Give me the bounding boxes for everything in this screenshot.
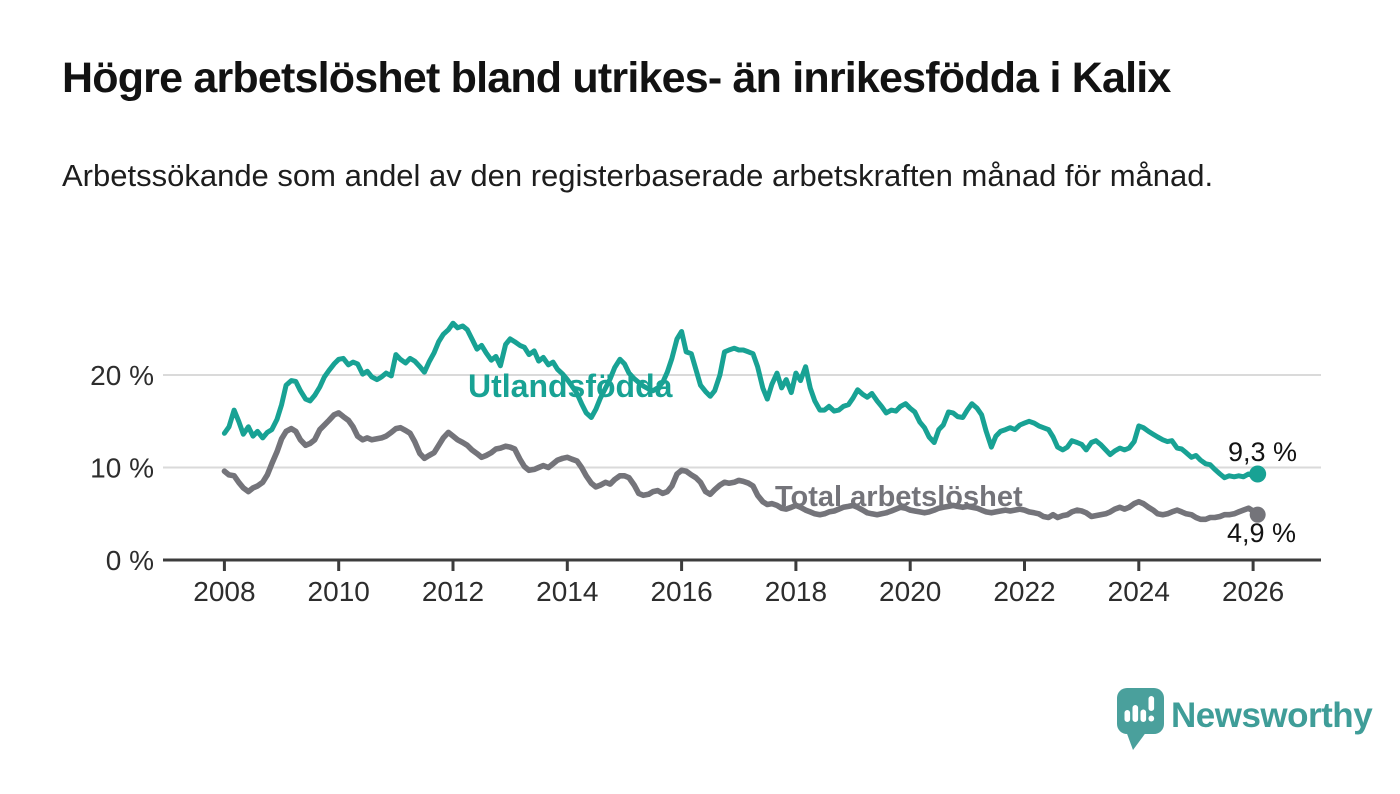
chart-annotations: Utlandsfödda 9,3 % Total arbetslöshet 4,9 % [468,368,1297,548]
y-tick-label-10: 10 % [90,453,154,484]
axes: 0 % 10 % 20 % 2008 2010 2012 2014 2016 2018 2020 2… [90,360,1321,607]
end-dot-utlandsfodda [1249,465,1267,483]
y-tick-label-0: 0 % [106,545,154,576]
x-tick-label-2010: 2010 [308,576,370,607]
end-value-label-total: 4,9 % [1227,518,1296,548]
y-tick-label-20: 20 % [90,360,154,391]
series-line-utlandsfodda [221,320,1261,481]
x-tick-label-2020: 2020 [879,576,941,607]
gridlines [163,374,1321,469]
page-subtitle: Arbetssökande som andel av den registerb… [62,158,1214,193]
newsworthy-logo-icon [1117,688,1164,750]
x-tick-label-2012: 2012 [422,576,484,607]
x-tick-label-2008: 2008 [193,576,255,607]
series-label-utlandsfodda: Utlandsfödda [468,368,673,404]
x-tick-label-2018: 2018 [765,576,827,607]
series-label-total: Total arbetslöshet [775,481,1023,513]
end-dot-total [1249,506,1266,523]
x-tick-label-2026: 2026 [1222,576,1284,607]
speech-bubble-tail [1126,731,1147,750]
end-value-label-utlandsfodda: 9,3 % [1228,437,1297,467]
x-tick-label-2022: 2022 [993,576,1055,607]
series-line-total [221,410,1261,523]
newsworthy-wordmark: Newsworthy [1171,696,1373,735]
bar-chart-exclamation-icon [1124,696,1155,722]
newsworthy-logo: Newsworthy [1117,688,1374,750]
x-tick-label-2024: 2024 [1108,576,1170,607]
x-tick-label-2016: 2016 [650,576,712,607]
page-title: Högre arbetslöshet bland utrikes- än inr… [62,54,1171,102]
series-lines [221,320,1267,523]
x-tick-label-2014: 2014 [536,576,598,607]
speech-bubble-icon [1117,688,1164,734]
